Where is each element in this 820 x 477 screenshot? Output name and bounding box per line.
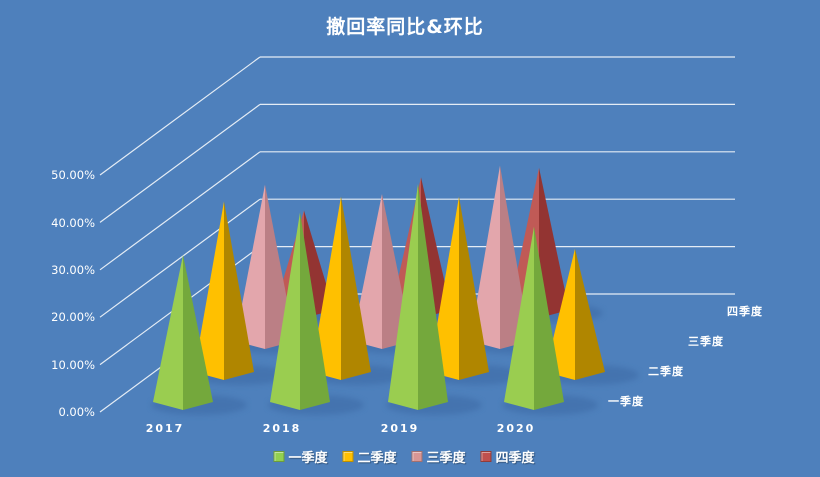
pyramid-一季度-2018[interactable]	[270, 212, 300, 410]
category-axis: 2017 2018 2019 2020	[146, 422, 536, 435]
pyramid-一季度-2017[interactable]	[183, 255, 213, 410]
depth-axis-label: 四季度	[727, 304, 763, 318]
legend-label: 四季度	[495, 451, 535, 466]
pyramid-二季度-2020[interactable]	[575, 248, 605, 380]
gridline	[99, 151, 261, 271]
legend-label: 一季度	[288, 451, 328, 466]
legend-label: 二季度	[357, 451, 397, 466]
depth-axis: 一季度 二季度 三季度 四季度	[608, 304, 763, 408]
x-axis-label: 2018	[263, 422, 302, 435]
depth-axis-label: 三季度	[688, 334, 724, 348]
pyramid-四季度-2019[interactable]	[539, 167, 569, 318]
y-axis-tick: 40.00%	[51, 216, 95, 230]
legend: 一季度 二季度 三季度 四季度	[273, 447, 535, 466]
legend-label: 三季度	[426, 451, 466, 466]
depth-axis-label: 二季度	[648, 364, 684, 378]
gridline	[99, 103, 261, 223]
x-axis-label: 2017	[146, 422, 185, 435]
pyramid-一季度-2020[interactable]	[504, 226, 534, 410]
pyramid-二季度-2017[interactable]	[194, 201, 224, 380]
pyramid-三季度-2019[interactable]	[470, 165, 500, 349]
pyramid-一季度-2019[interactable]	[388, 183, 418, 410]
legend-swatch-q2	[342, 451, 354, 462]
x-axis-label: 2020	[497, 422, 536, 435]
legend-item-q1[interactable]: 一季度	[273, 447, 327, 466]
chart-title: 撤回率同比&环比	[326, 15, 484, 38]
pyramid-一季度-2018[interactable]	[300, 212, 330, 410]
y-axis-tick: 20.00%	[51, 310, 95, 324]
pyramid-二季度-2018[interactable]	[341, 196, 371, 380]
pyramid-一季度-2020[interactable]	[534, 226, 564, 410]
legend-item-q2[interactable]: 二季度	[342, 447, 397, 466]
y-axis-tick: 30.00%	[51, 263, 95, 277]
legend-swatch-q3	[411, 451, 423, 462]
pyramid-二季度-2019[interactable]	[459, 196, 489, 380]
y-axis-tick: 10.00%	[51, 358, 95, 372]
pyramid-一季度-2017[interactable]	[153, 255, 183, 410]
x-axis-label: 2019	[381, 422, 420, 435]
legend-item-q4[interactable]: 四季度	[480, 447, 535, 466]
y-axis-tick: 0.00%	[58, 405, 95, 419]
gridline	[99, 198, 261, 318]
pyramid-一季度-2019[interactable]	[418, 183, 448, 410]
value-axis: 0.00% 10.00% 20.00% 30.00% 40.00% 50.00%	[51, 168, 95, 419]
pyramid-二季度-2017[interactable]	[224, 201, 254, 380]
y-axis-tick: 50.00%	[51, 168, 95, 182]
legend-swatch-q1	[273, 451, 285, 462]
gridline	[99, 56, 261, 176]
depth-axis-label: 一季度	[608, 394, 644, 408]
legend-item-q3[interactable]: 三季度	[411, 447, 466, 466]
pyramid-series	[151, 165, 639, 415]
legend-swatch-q4	[480, 451, 492, 462]
